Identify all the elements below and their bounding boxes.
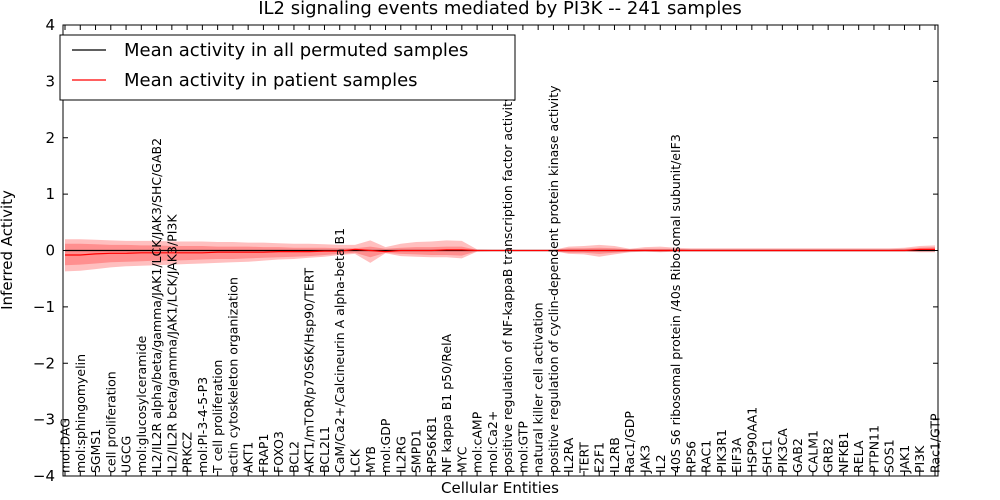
x-tick-label: E2F1	[592, 442, 607, 473]
x-tick-label: CALM1	[805, 430, 820, 473]
legend-label-permuted: Mean activity in all permuted samples	[124, 40, 468, 61]
x-tick-label: NFKB1	[836, 432, 851, 473]
x-tick-label: mol:DAG	[58, 418, 73, 473]
y-tick-label: 0	[45, 242, 55, 260]
x-tick-label: natural killer cell activation	[531, 302, 546, 473]
x-tick-label: PIK3R1	[714, 429, 729, 473]
x-tick-label: IL2/IL2R alpha/beta/gamma/JAK1/LCK/JAK3/…	[149, 138, 164, 473]
x-tick-label: BCL2	[286, 441, 301, 473]
y-tick-label: −1	[33, 298, 55, 316]
x-tick-label: FRAP1	[256, 434, 271, 473]
x-tick-label: SMPD1	[409, 429, 424, 473]
x-tick-label: cell proliferation	[103, 371, 118, 473]
x-tick-label: JAK3	[638, 445, 653, 474]
x-tick-label: mol:GTP	[515, 421, 530, 473]
x-tick-label: IL2/IL2R beta/gamma/JAK1/LCK/JAK3/PI3K	[164, 214, 179, 473]
x-tick-label: MYB	[363, 446, 378, 473]
y-tick-label: −3	[33, 411, 55, 429]
x-tick-label: positive regulation of cyclin-dependent …	[546, 85, 561, 473]
x-tick-label: TERT	[576, 442, 591, 474]
band-outer	[65, 239, 935, 272]
x-tick-label: GRB2	[821, 438, 836, 473]
band-inner	[65, 243, 935, 266]
x-tick-label: SGMS1	[88, 429, 103, 473]
y-tick-label: 3	[45, 72, 55, 90]
x-tick-label: AKT1	[241, 442, 256, 473]
x-tick-label: SOS1	[882, 439, 897, 473]
x-tick-label: RPS6	[683, 441, 698, 473]
x-tick-label: mol:PI-3-4-5-P3	[195, 377, 210, 473]
x-tick-label: EIF3A	[729, 437, 744, 473]
x-tick-label: IL2RB	[607, 437, 622, 473]
x-tick-label: mol:glucosylceramide	[134, 335, 149, 473]
x-tick-label: BCL2L1	[317, 426, 332, 473]
y-tick-label: 4	[45, 16, 55, 34]
x-tick-label: RELA	[851, 440, 866, 473]
x-tick-label: RPS6KB1	[424, 416, 439, 473]
x-tick-label: HSP90AA1	[744, 407, 759, 473]
x-tick-label: 40S S6 ribosomal protein /40s Ribosomal …	[668, 134, 683, 473]
plot-frame	[62, 24, 939, 477]
x-tick-label: UGCG	[119, 436, 134, 473]
x-tick-label: LCK	[348, 448, 363, 473]
x-tick-label: mol:cAMP	[470, 411, 485, 473]
x-tick-label: mol:Ca2+	[485, 411, 500, 473]
x-tick-label: NF kappa B1 p50/RelA	[439, 333, 454, 473]
x-tick-label: actin cytoskeleton organization	[225, 277, 240, 473]
legend-label-patient: Mean activity in patient samples	[124, 70, 418, 91]
y-tick-label: −4	[33, 467, 55, 485]
x-tick-label: positive regulation of NF-kappaB transcr…	[500, 94, 515, 473]
x-tick-label: mol:GDP	[378, 418, 393, 473]
x-tick-label: PIK3CA	[775, 428, 790, 473]
x-tick-label: IL2RG	[393, 436, 408, 473]
x-tick-label: GAB2	[790, 438, 805, 473]
y-tick-label: −2	[33, 354, 55, 372]
x-axis-label: Cellular Entities	[441, 479, 559, 497]
x-tick-label: IL2RA	[561, 437, 576, 473]
x-tick-label: PRKCZ	[180, 432, 195, 473]
legend-box	[59, 34, 516, 101]
x-tick-label: JAK1	[897, 445, 912, 474]
x-tick-label: SHC1	[760, 439, 775, 473]
x-tick-label: Rac1/GTP	[928, 413, 943, 473]
y-axis-label: Inferred Activity	[0, 190, 16, 310]
x-tick-label: T cell proliferation	[210, 360, 225, 474]
x-tick-label: mol:sphingomyelin	[73, 354, 88, 473]
series-line-patient	[65, 248, 935, 256]
x-tick-label: CaM/Ca2+/Calcineurin A alpha-beta B1	[332, 228, 347, 473]
x-tick-label: FOXO3	[271, 431, 286, 473]
x-tick-label: PI3K	[912, 445, 927, 473]
x-tick-label: Rac1/GDP	[622, 411, 637, 473]
chart-title: IL2 signaling events mediated by PI3K --…	[258, 0, 742, 19]
x-tick-label: PTPN11	[866, 425, 881, 473]
x-tick-label: AKT1/mTOR/p70S6K/Hsp90/TERT	[302, 267, 317, 473]
x-tick-label: MYC	[454, 446, 469, 473]
y-tick-label: 2	[45, 129, 55, 147]
x-tick-label: RAC1	[699, 440, 714, 473]
legend: Mean activity in all permuted samples Me…	[59, 34, 516, 101]
y-tick-label: 1	[45, 185, 55, 203]
x-tick-label: IL2	[653, 454, 668, 473]
